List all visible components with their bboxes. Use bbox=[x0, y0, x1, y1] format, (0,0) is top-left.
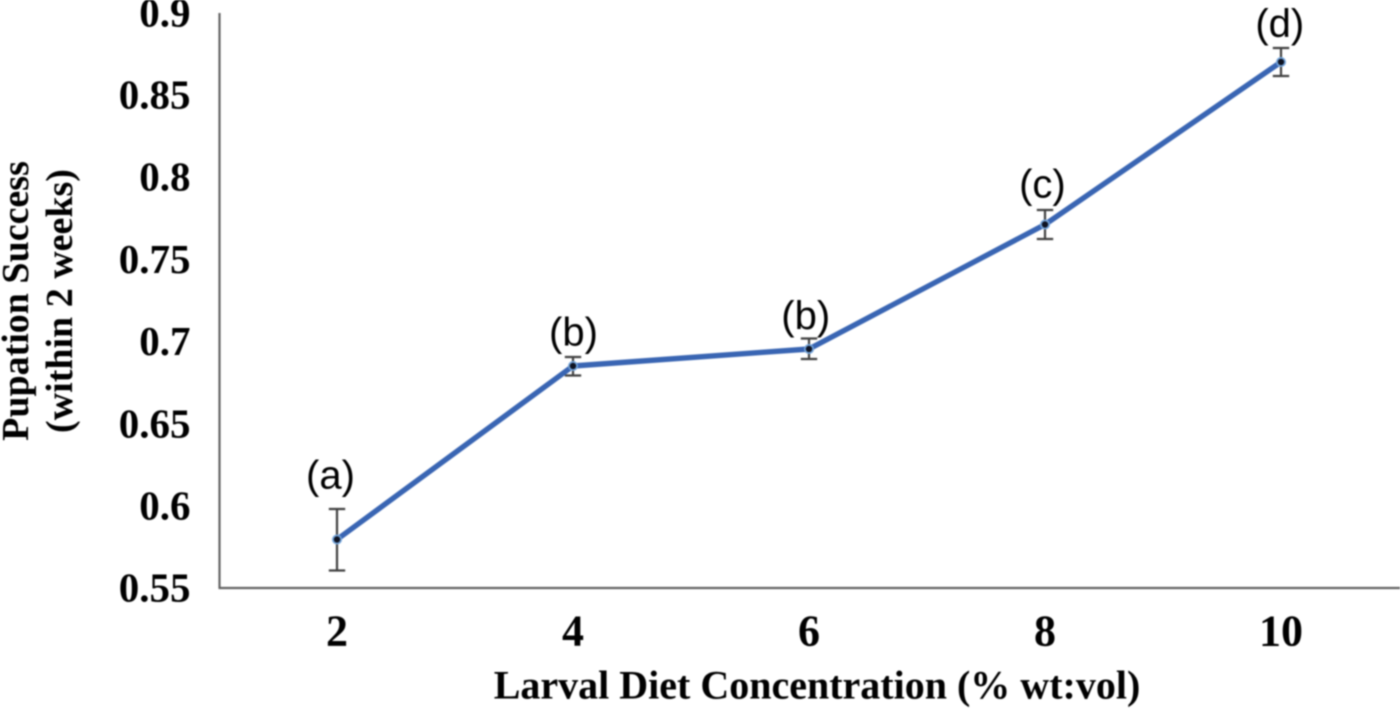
svg-text:0.8: 0.8 bbox=[139, 154, 190, 200]
svg-text:4: 4 bbox=[562, 607, 584, 656]
svg-text:0.85: 0.85 bbox=[119, 72, 191, 118]
svg-text:10: 10 bbox=[1259, 607, 1303, 656]
svg-text:(c): (c) bbox=[1019, 163, 1066, 207]
svg-text:0.7: 0.7 bbox=[139, 318, 190, 364]
svg-text:Pupation Success: Pupation Success bbox=[0, 161, 37, 441]
svg-text:(b): (b) bbox=[781, 294, 830, 338]
svg-text:(within 2 weeks): (within 2 weeks) bbox=[39, 169, 81, 433]
svg-text:0.65: 0.65 bbox=[119, 401, 191, 447]
svg-text:0.9: 0.9 bbox=[139, 0, 190, 36]
svg-text:(b): (b) bbox=[549, 311, 598, 355]
svg-text:0.55: 0.55 bbox=[119, 565, 191, 611]
svg-text:8: 8 bbox=[1034, 607, 1056, 656]
svg-text:0.6: 0.6 bbox=[139, 483, 190, 529]
svg-text:(d): (d) bbox=[1255, 2, 1304, 46]
svg-text:0.75: 0.75 bbox=[119, 236, 191, 282]
svg-text:(a): (a) bbox=[306, 454, 355, 498]
svg-text:2: 2 bbox=[326, 607, 348, 656]
svg-text:Larval Diet Concentration (% w: Larval Diet Concentration (% wt:vol) bbox=[494, 663, 1141, 708]
svg-text:6: 6 bbox=[798, 607, 820, 656]
